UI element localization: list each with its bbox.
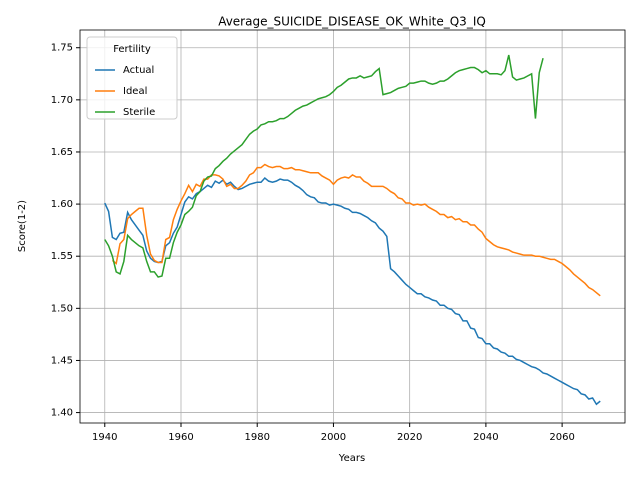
x-tick-label: 2040 bbox=[473, 432, 498, 443]
x-tick-label: 2060 bbox=[549, 432, 574, 443]
series-line bbox=[104, 176, 601, 406]
series-line bbox=[111, 163, 601, 297]
y-tick-label: 1.45 bbox=[51, 355, 73, 366]
x-tick-label: 2020 bbox=[397, 432, 422, 443]
x-tick-label: 2000 bbox=[321, 432, 346, 443]
y-tick-label: 1.55 bbox=[51, 251, 73, 262]
legend-label: Ideal bbox=[123, 86, 147, 97]
chart-title: Average_SUICIDE_DISEASE_OK_White_Q3_IQ bbox=[218, 15, 486, 29]
plot-frame bbox=[79, 29, 626, 424]
legend-box bbox=[86, 36, 178, 120]
x-tick-label: 1940 bbox=[92, 432, 117, 443]
y-tick-label: 1.70 bbox=[51, 95, 73, 106]
y-tick-label: 1.40 bbox=[51, 408, 73, 419]
legend-label: Actual bbox=[123, 65, 154, 76]
x-tick-label: 1960 bbox=[168, 432, 193, 443]
legend-title: Fertility bbox=[113, 44, 151, 55]
y-tick-label: 1.65 bbox=[51, 147, 73, 158]
x-tick-label: 1980 bbox=[244, 432, 269, 443]
y-tick-label: 1.50 bbox=[51, 303, 73, 314]
series-line bbox=[104, 54, 544, 278]
legend-label: Sterile bbox=[123, 107, 155, 118]
x-axis-label: Years bbox=[338, 453, 365, 464]
y-tick-label: 1.75 bbox=[51, 43, 73, 54]
y-tick-label: 1.60 bbox=[51, 199, 73, 210]
y-axis-label: Score(1-2) bbox=[17, 200, 28, 252]
